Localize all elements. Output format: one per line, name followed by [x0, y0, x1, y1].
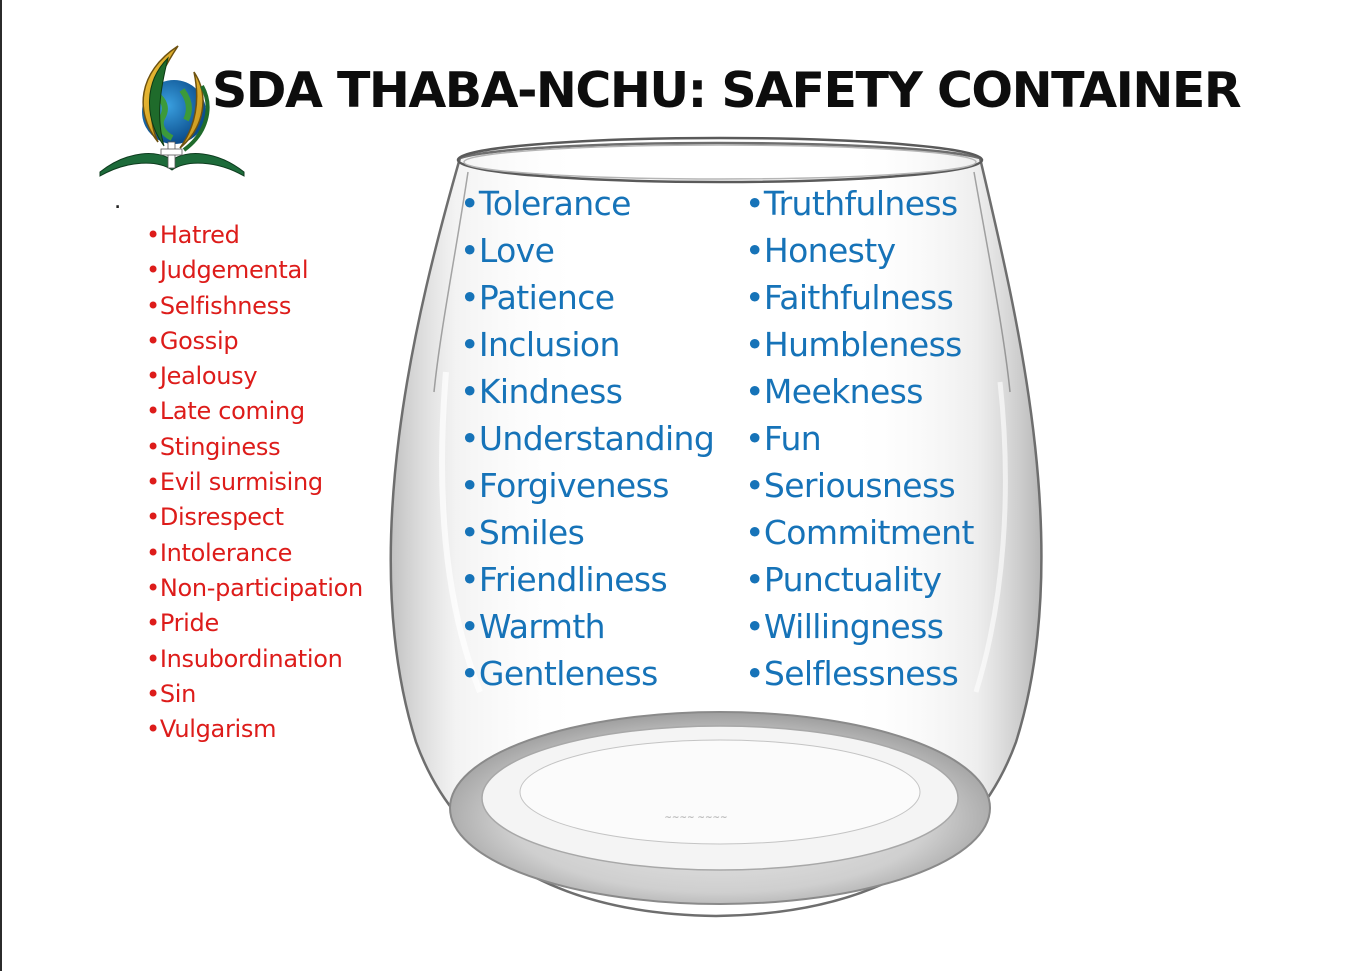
inside-list-item: •Selflessness — [745, 654, 959, 693]
outside-list-item: •Pride — [146, 609, 219, 638]
inside-list-item: •Friendliness — [460, 560, 668, 599]
outside-list-item: •Judgemental — [146, 256, 309, 285]
outside-list-item: •Intolerance — [146, 538, 293, 567]
inside-list-right: •Truthfulness •Honesty •Faithfulness •Humbl… — [745, 180, 974, 697]
inside-list-item: •Patience — [460, 278, 615, 317]
inside-list-item: •Punctuality — [745, 560, 942, 599]
inside-list-item: •Humbleness — [745, 325, 962, 364]
svg-text:~~~~ ~~~~: ~~~~ ~~~~ — [664, 813, 727, 823]
page-title: SDA THABA-NCHU: SAFETY CONTAINER — [212, 62, 1242, 119]
stray-bullet-mark: . — [114, 184, 122, 214]
outside-list-item: •Non-participation — [146, 573, 363, 602]
inside-list-item: •Warmth — [460, 607, 606, 646]
inside-list-item: •Love — [460, 231, 555, 270]
outside-list-item: •Evil surmising — [146, 468, 323, 497]
wine-glass-icon: ~~~~ ~~~~ — [389, 136, 1043, 918]
inside-list-item: •Kindness — [460, 372, 623, 411]
outside-list-item: •Stinginess — [146, 432, 281, 461]
inside-list-item: •Willingness — [745, 607, 944, 646]
inside-list-item: •Faithfulness — [745, 278, 954, 317]
outside-list: •Hatred •Judgemental •Selfishness •Gossip •J… — [146, 218, 363, 747]
inside-list-item: •Understanding — [460, 419, 715, 458]
inside-list-item: •Tolerance — [460, 184, 631, 223]
inside-list-item: •Inclusion — [460, 325, 620, 364]
inside-list-item: •Commitment — [745, 513, 974, 552]
inside-list-item: •Truthfulness — [745, 184, 958, 223]
sda-church-logo-icon — [99, 45, 245, 177]
outside-list-item: •Late coming — [146, 397, 305, 426]
outside-list-item: •Hatred — [146, 221, 240, 249]
inside-list-item: •Smiles — [460, 513, 585, 552]
inside-list-item: •Gentleness — [460, 654, 658, 693]
inside-list-item: •Honesty — [745, 231, 896, 270]
inside-list-item: •Forgiveness — [460, 466, 669, 505]
outside-list-item: •Vulgarism — [146, 715, 277, 744]
outside-list-item: •Jealousy — [146, 362, 258, 391]
inside-list-item: •Seriousness — [745, 466, 956, 505]
inside-list-item: •Fun — [745, 419, 822, 458]
outside-list-item: •Selfishness — [146, 291, 292, 320]
outside-list-item: •Disrespect — [146, 503, 284, 532]
outside-list-item: •Sin — [146, 679, 197, 708]
inside-list-item: •Meekness — [745, 372, 923, 411]
frame-edge — [0, 0, 2, 971]
outside-list-item: •Insubordination — [146, 644, 343, 673]
inside-list-left: •Tolerance •Love •Patience •Inclusion •Kindn… — [460, 180, 715, 697]
outside-list-item: •Gossip — [146, 326, 239, 355]
